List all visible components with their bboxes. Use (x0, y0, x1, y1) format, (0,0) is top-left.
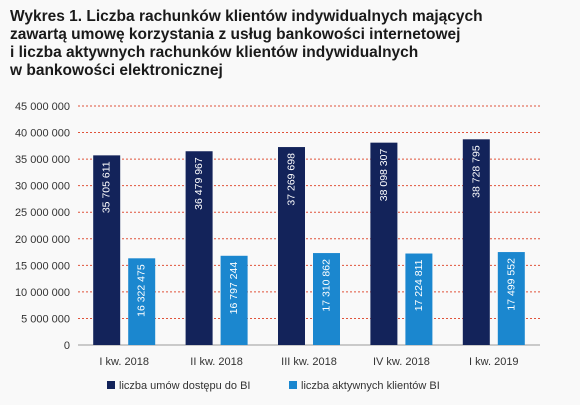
x-category-label: III kw. 2018 (281, 356, 337, 368)
bars: 35 705 611 16 322 475 36 479 967 16 797 244… (93, 139, 525, 345)
data-label-series-2: 17 310 862 (321, 259, 333, 312)
y-tick-label: 45 000 000 (15, 101, 70, 113)
x-category-label: IV kw. 2018 (373, 356, 430, 368)
legend-label-series-1: liczba umów dostępu do BI (119, 380, 250, 392)
y-axis-ticks: 0 5 000 000 10 000 000 15 000 000 20 000 000… (15, 101, 70, 352)
y-tick-label: 30 000 000 (15, 181, 70, 193)
chart-title-line-1: Wykres 1. Liczba rachunków klientów indy… (10, 8, 483, 25)
x-axis-categories: I kw. 2018 II kw. 2018 III kw. 2018 IV kw. … (99, 356, 518, 368)
x-category-label: I kw. 2019 (469, 356, 519, 368)
x-category-label: II kw. 2018 (190, 356, 243, 368)
bar-series-2 (497, 252, 525, 345)
data-label-series-1: 38 728 795 (470, 145, 482, 198)
chart-title-line-2: zawartą umowę korzystania z usług bankow… (10, 26, 461, 43)
legend-label-series-2: liczba aktywnych klientów BI (301, 380, 440, 392)
y-tick-label: 10 000 000 (15, 287, 70, 299)
data-label-series-2: 16 322 475 (136, 264, 148, 317)
data-label-series-1: 36 479 967 (193, 157, 205, 210)
chart-title-line-3: i liczba aktywnych rachunków klientów in… (10, 44, 419, 61)
bar-series-2 (405, 253, 433, 345)
data-label-series-2: 16 797 244 (228, 262, 240, 315)
y-tick-label: 15 000 000 (15, 260, 70, 272)
legend-swatch-series-2 (289, 381, 297, 389)
data-label-series-2: 17 224 811 (413, 259, 425, 311)
y-tick-label: 0 (64, 340, 70, 352)
y-tick-label: 40 000 000 (15, 128, 70, 140)
legend: liczba umów dostępu do BI liczba aktywny… (107, 380, 440, 392)
legend-swatch-series-1 (107, 381, 115, 389)
x-category-label: I kw. 2018 (99, 356, 149, 368)
bar-series-1 (278, 147, 305, 345)
bar-series-2 (220, 255, 248, 345)
y-tick-label: 35 000 000 (15, 154, 70, 166)
y-tick-label: 25 000 000 (15, 207, 70, 219)
bar-series-1 (93, 155, 121, 345)
bar-series-1 (370, 142, 398, 345)
bar-series-2 (313, 253, 340, 345)
data-label-series-1: 37 269 698 (286, 153, 298, 206)
data-label-series-1: 38 098 307 (378, 149, 390, 202)
bar-series-1 (185, 151, 213, 345)
y-tick-label: 5 000 000 (21, 313, 70, 325)
chart-title-line-4: w bankowości elektronicznej (10, 62, 223, 79)
data-label-series-2: 17 499 552 (505, 258, 517, 311)
data-label-series-1: 35 705 611 (101, 161, 113, 213)
bar-series-2 (128, 258, 156, 345)
bar-series-1 (462, 139, 490, 345)
chart-title: Wykres 1. Liczba rachunków klientów indy… (10, 8, 575, 80)
y-tick-label: 20 000 000 (15, 234, 70, 246)
